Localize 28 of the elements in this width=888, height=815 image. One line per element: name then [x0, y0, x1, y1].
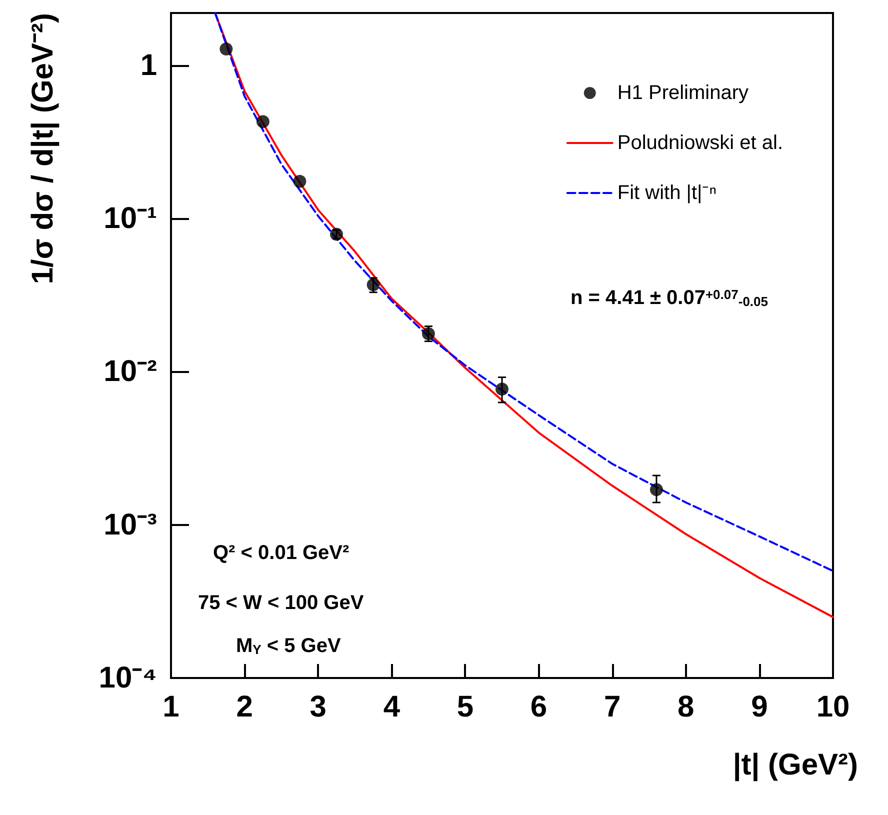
x-tick-label: 2	[236, 690, 253, 724]
y-axis-title: 1/σ dσ / d|t| (GeV⁻²)	[26, 12, 60, 284]
y-tick-label: 10⁻⁴	[98, 662, 157, 694]
legend-label: H1 Preliminary	[617, 82, 749, 104]
point	[293, 174, 306, 188]
point	[220, 42, 233, 56]
x-tick-label: 6	[530, 690, 548, 724]
point	[650, 483, 663, 496]
x-tick-label: 8	[678, 690, 694, 724]
y-tick-label: 10⁻²	[104, 355, 158, 388]
legend-label: Poludniowski et al.	[617, 132, 784, 154]
x-axis-title: |t| (GeV²)	[732, 748, 858, 782]
point	[256, 115, 270, 128]
x-tick-label: 10	[816, 690, 850, 724]
x-tick-label: 5	[456, 690, 474, 724]
y-tick-label: 10⁻¹	[104, 202, 158, 236]
x-tick-label: 7	[604, 690, 621, 724]
point	[496, 382, 508, 396]
x-tick-label: 3	[310, 690, 326, 724]
annotation: MY < 5 GeV	[236, 635, 342, 657]
legend-label: Fit with |t|⁻ⁿ	[617, 182, 716, 204]
annotation: 75 < W < 100 GeV	[198, 592, 364, 614]
x-tick-label: 4	[383, 690, 400, 724]
annotation: Q² < 0.01 GeV²	[213, 542, 350, 564]
y-tick-label: 1	[140, 48, 157, 82]
y-tick-label: 10⁻³	[104, 508, 158, 542]
x-tick-label: 9	[751, 690, 768, 724]
x-tick-label: 1	[162, 690, 180, 724]
